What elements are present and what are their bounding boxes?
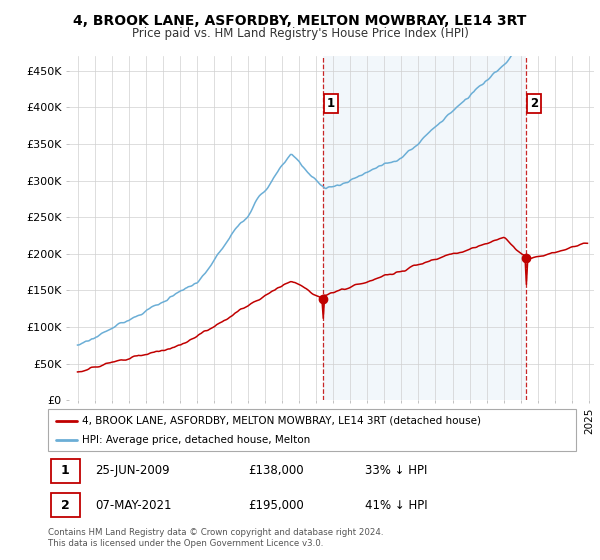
Text: 1: 1 (61, 464, 70, 478)
Text: 07-MAY-2021: 07-MAY-2021 (95, 498, 172, 512)
Text: 4, BROOK LANE, ASFORDBY, MELTON MOWBRAY, LE14 3RT: 4, BROOK LANE, ASFORDBY, MELTON MOWBRAY,… (73, 14, 527, 28)
Text: £195,000: £195,000 (248, 498, 304, 512)
Bar (323, 56, 526, 400)
Text: 2: 2 (61, 498, 70, 512)
FancyBboxPatch shape (50, 459, 80, 483)
Text: 4, BROOK LANE, ASFORDBY, MELTON MOWBRAY, LE14 3RT (detached house): 4, BROOK LANE, ASFORDBY, MELTON MOWBRAY,… (82, 416, 481, 426)
Text: £138,000: £138,000 (248, 464, 304, 478)
FancyBboxPatch shape (50, 493, 80, 517)
Text: HPI: Average price, detached house, Melton: HPI: Average price, detached house, Melt… (82, 435, 311, 445)
Text: Price paid vs. HM Land Registry's House Price Index (HPI): Price paid vs. HM Land Registry's House … (131, 27, 469, 40)
Text: 1: 1 (326, 97, 335, 110)
Text: 2: 2 (530, 97, 538, 110)
Text: 25-JUN-2009: 25-JUN-2009 (95, 464, 170, 478)
Text: 33% ↓ HPI: 33% ↓ HPI (365, 464, 427, 478)
Text: Contains HM Land Registry data © Crown copyright and database right 2024.
This d: Contains HM Land Registry data © Crown c… (48, 528, 383, 548)
Text: 41% ↓ HPI: 41% ↓ HPI (365, 498, 427, 512)
